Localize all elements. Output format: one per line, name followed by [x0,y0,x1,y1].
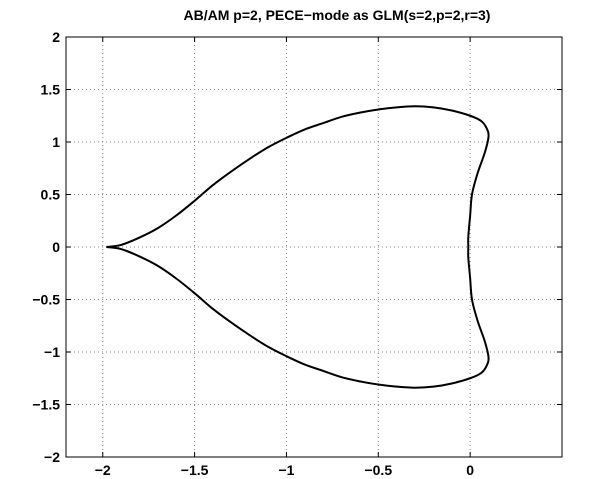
chart-title: AB/AM p=2, PECE−mode as GLM(s=2,p=2,r=3) [184,7,491,23]
x-tick-label: −1.5 [181,462,209,478]
y-tick-label: −0.5 [32,292,60,308]
y-tick-label: −1.5 [32,397,60,413]
x-tick-label: 0 [466,462,474,478]
y-tick-label: 1.5 [41,82,61,98]
y-tick-label: −1 [44,344,60,360]
x-tick-label: −0.5 [364,462,392,478]
x-tick-label: −1 [278,462,294,478]
x-tick-label: −2 [95,462,111,478]
y-tick-label: −2 [44,449,60,465]
series-line [106,105,490,389]
y-tick-label: 0.5 [41,187,61,203]
y-tick-label: 0 [52,239,60,255]
y-tick-label: 1 [52,134,60,150]
ticks: −2 −1.5 −1 −0.5 0 2 1.5 1 0.5 0 −0.5 −1 −1.5 −2 [32,29,562,478]
y-tick-label: 2 [52,29,60,45]
